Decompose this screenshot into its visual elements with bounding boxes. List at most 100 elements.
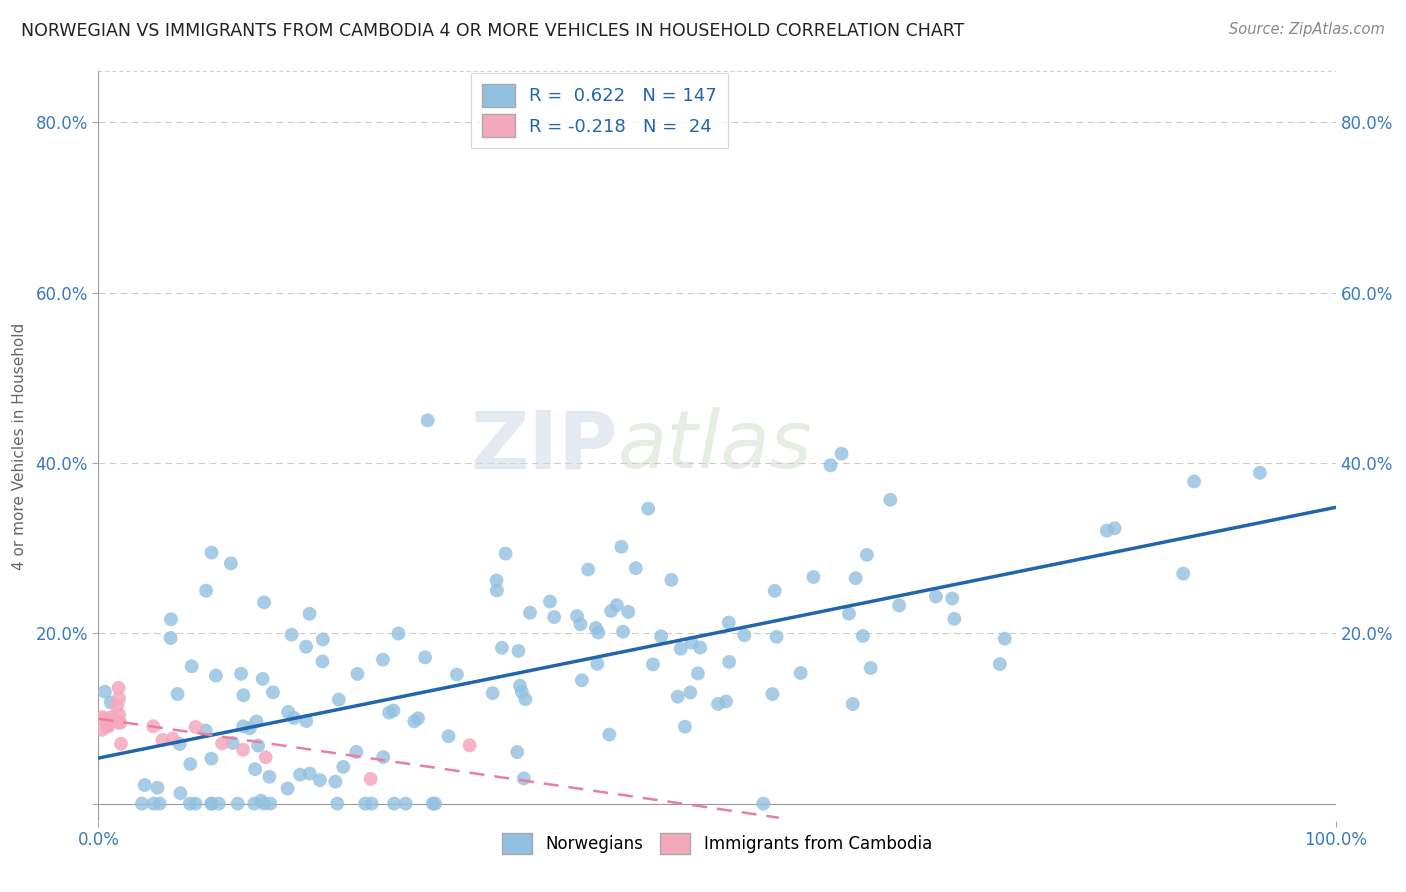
Point [254, 750, 277, 764]
Point [714, 694, 737, 708]
Point [180, 659, 202, 673]
Point [98, 714, 121, 729]
Point [404, 714, 426, 729]
Point [650, 629, 672, 643]
Point [169, 737, 191, 751]
Point [280, 628, 302, 642]
Point [232, 743, 254, 757]
Point [538, 594, 561, 608]
Point [571, 673, 593, 688]
Point [97, 719, 120, 733]
Point [610, 540, 633, 554]
Text: Source: ZipAtlas.com: Source: ZipAtlas.com [1229, 22, 1385, 37]
Point [669, 641, 692, 656]
Point [253, 595, 276, 609]
Point [373, 750, 395, 764]
Point [108, 691, 131, 706]
Point [262, 685, 284, 699]
Point [1104, 521, 1126, 535]
Point [666, 690, 689, 704]
Point [925, 590, 948, 604]
Point [481, 686, 503, 700]
Point [200, 751, 222, 765]
Point [765, 630, 787, 644]
Point [509, 679, 531, 693]
Point [852, 629, 875, 643]
Point [423, 797, 446, 811]
Point [576, 562, 599, 576]
Point [845, 571, 868, 585]
Point [588, 625, 610, 640]
Point [838, 607, 860, 621]
Point [229, 666, 252, 681]
Point [718, 655, 741, 669]
Point [194, 723, 217, 738]
Point [245, 714, 267, 729]
Point [1182, 475, 1205, 489]
Point [598, 728, 620, 742]
Point [162, 731, 184, 746]
Point [600, 604, 623, 618]
Point [259, 797, 281, 811]
Point [179, 757, 201, 772]
Point [91, 710, 114, 724]
Point [406, 711, 429, 725]
Point [243, 762, 266, 776]
Point [101, 710, 124, 724]
Point [131, 797, 153, 811]
Point [97, 719, 120, 733]
Point [485, 583, 508, 598]
Point [416, 413, 439, 427]
Point [661, 573, 683, 587]
Point [686, 666, 709, 681]
Point [110, 737, 132, 751]
Point [491, 640, 513, 655]
Point [283, 711, 305, 725]
Point [617, 605, 640, 619]
Point [612, 624, 634, 639]
Point [226, 797, 249, 811]
Point [859, 661, 882, 675]
Point [277, 781, 299, 796]
Point [184, 720, 207, 734]
Point [243, 797, 266, 811]
Point [637, 501, 659, 516]
Point [108, 707, 131, 722]
Point [146, 780, 169, 795]
Point [458, 739, 481, 753]
Point [250, 794, 273, 808]
Point [387, 626, 409, 640]
Point [495, 547, 517, 561]
Point [219, 557, 242, 571]
Point [93, 713, 115, 727]
Text: atlas: atlas [619, 407, 813, 485]
Point [413, 650, 436, 665]
Point [222, 736, 245, 750]
Point [259, 770, 281, 784]
Point [277, 705, 299, 719]
Point [485, 574, 508, 588]
Point [108, 715, 131, 730]
Point [325, 774, 347, 789]
Point [332, 760, 354, 774]
Point [641, 657, 664, 672]
Point [943, 612, 966, 626]
Point [160, 612, 183, 626]
Point [382, 704, 405, 718]
Point [169, 786, 191, 800]
Point [200, 545, 222, 559]
Point [288, 767, 311, 781]
Point [232, 688, 254, 702]
Point [253, 797, 276, 811]
Point [733, 628, 755, 642]
Point [312, 632, 335, 647]
Point [208, 797, 231, 811]
Point [856, 548, 879, 562]
Point [395, 797, 418, 811]
Point [569, 617, 592, 632]
Text: NORWEGIAN VS IMMIGRANTS FROM CAMBODIA 4 OR MORE VEHICLES IN HOUSEHOLD CORRELATIO: NORWEGIAN VS IMMIGRANTS FROM CAMBODIA 4 … [21, 22, 965, 40]
Point [200, 797, 222, 811]
Point [689, 640, 711, 655]
Point [789, 665, 811, 680]
Point [184, 797, 207, 811]
